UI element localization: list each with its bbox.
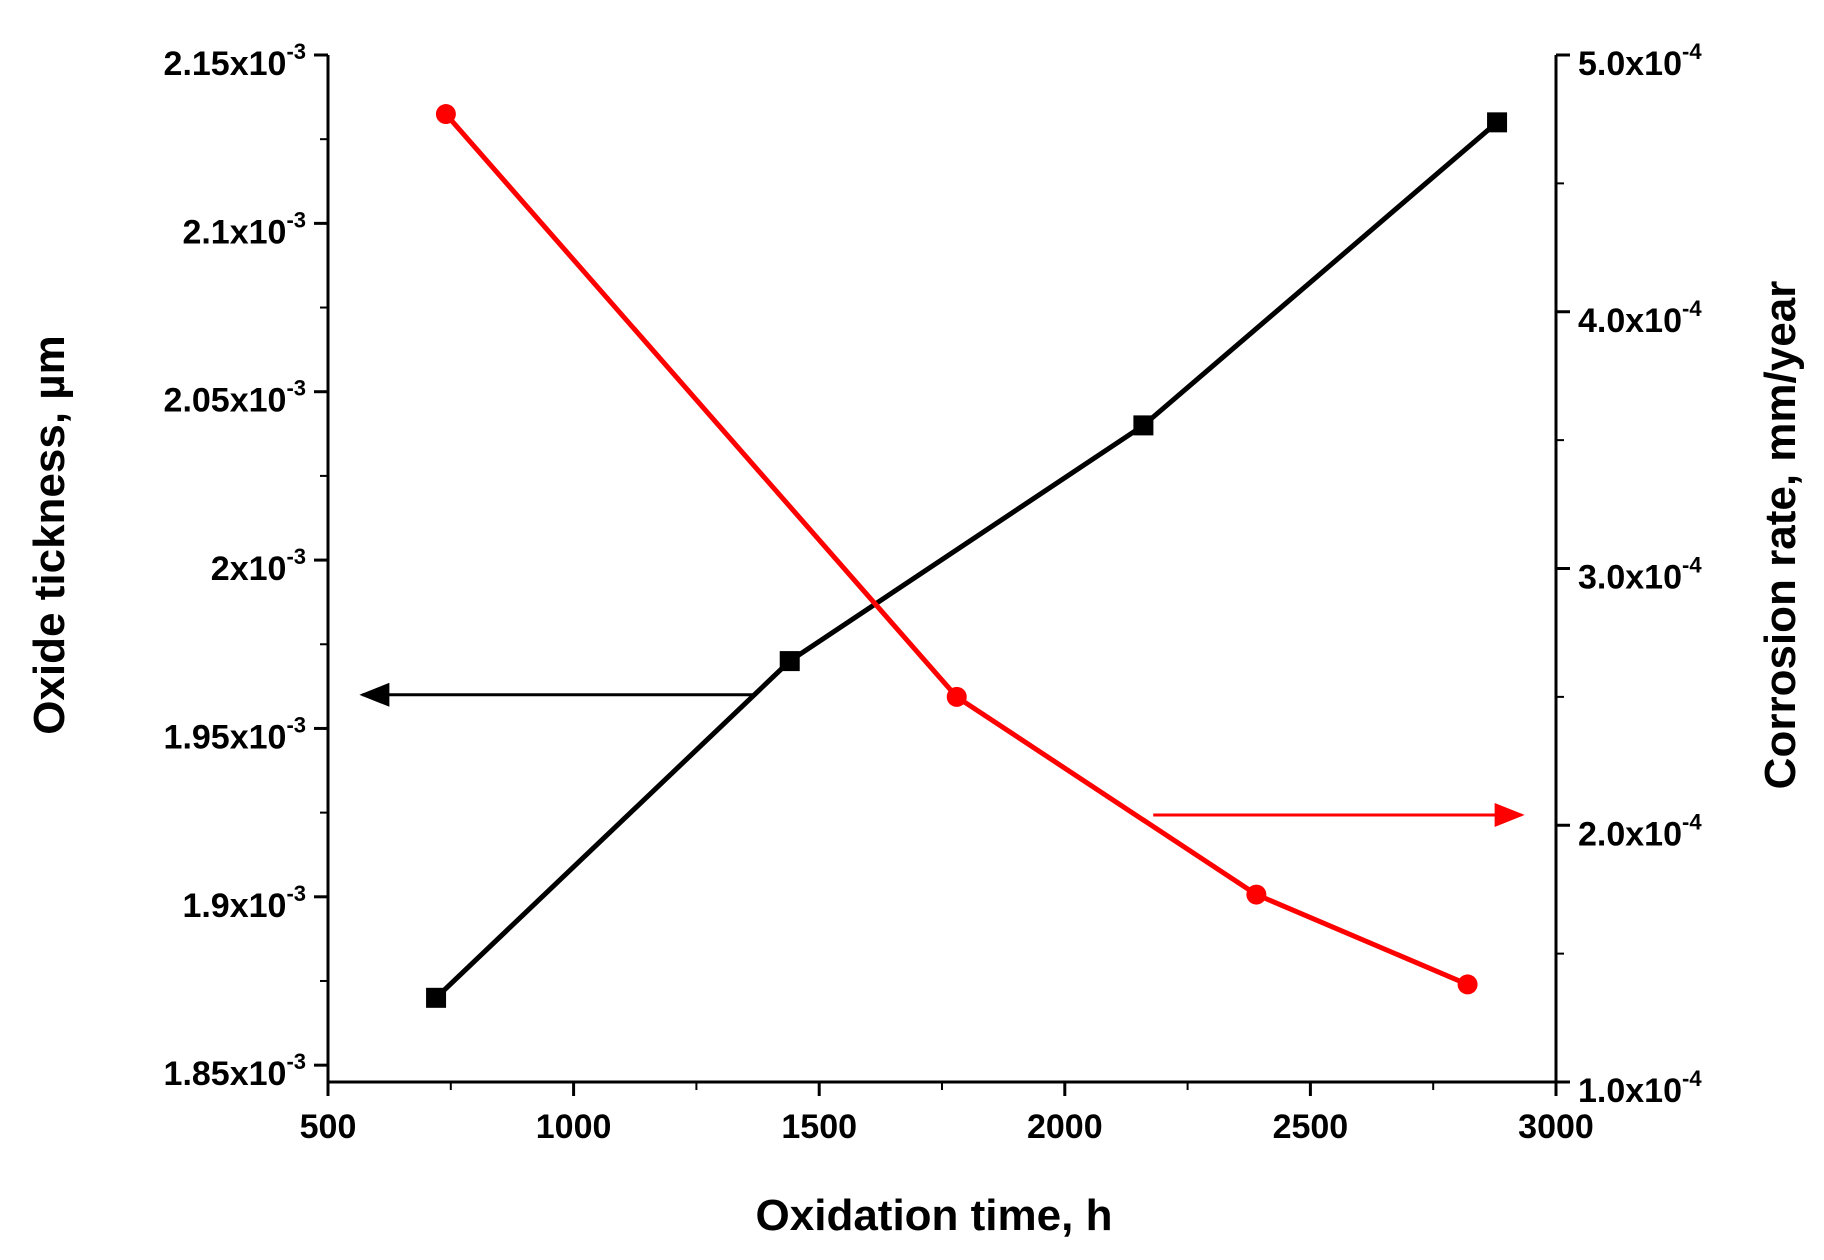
x-tick-label: 1000: [536, 1108, 612, 1146]
oxide-thickness-point: [426, 987, 447, 1008]
oxide-thickness-point: [1487, 112, 1508, 133]
y2-tick-label: 5.0x10-4: [1578, 39, 1702, 83]
corrosion-rate-point: [435, 104, 456, 125]
annotations-group: [359, 682, 1525, 827]
x-tick-label: 3000: [1518, 1108, 1594, 1146]
y2-tick-label: 1.0x10-4: [1578, 1066, 1702, 1110]
oxide-thickness-point: [779, 651, 800, 672]
oxide-thickness-line: [434, 120, 1499, 1000]
x-tick-label: 1500: [781, 1108, 857, 1146]
x-tick-label: 2500: [1273, 1108, 1349, 1146]
y-tick-label: 2x10-3: [211, 544, 306, 588]
y-tick-label: 2.15x10-3: [164, 39, 306, 83]
x-axis-title: Oxidation time, h: [756, 1191, 1113, 1240]
y-tick-label: 1.95x10-3: [164, 712, 306, 756]
corrosion-rate-point: [1457, 974, 1478, 995]
x-tick-label: 500: [300, 1108, 357, 1146]
oxide-thickness-point: [1133, 415, 1154, 436]
corrosion-rate-point: [946, 686, 967, 707]
y-tick-label: 2.05x10-3: [164, 376, 306, 420]
ticks-group: 500 1000 1500 2000 2500 3000 1.85x10-3 1.9x10-3…: [164, 39, 1703, 1146]
corrosion-rate-point: [1246, 884, 1267, 905]
y2-tick-label: 2.0x10-4: [1578, 809, 1702, 853]
y2-tick-label: 3.0x10-4: [1578, 553, 1702, 597]
series-group: [426, 104, 1508, 1008]
y-tick-label: 1.85x10-3: [164, 1049, 306, 1093]
corrosion-rate-line: [444, 112, 1469, 987]
x-tick-label: 2000: [1027, 1108, 1103, 1146]
y-tick-label: 2.1x10-3: [182, 207, 306, 251]
y2-tick-label: 4.0x10-4: [1578, 296, 1702, 340]
y-axis-title: Oxide tickness, µm: [25, 335, 74, 735]
y2-axis-title: Corrosion rate, mm/year: [1756, 281, 1805, 790]
y-tick-label: 1.9x10-3: [182, 881, 306, 925]
